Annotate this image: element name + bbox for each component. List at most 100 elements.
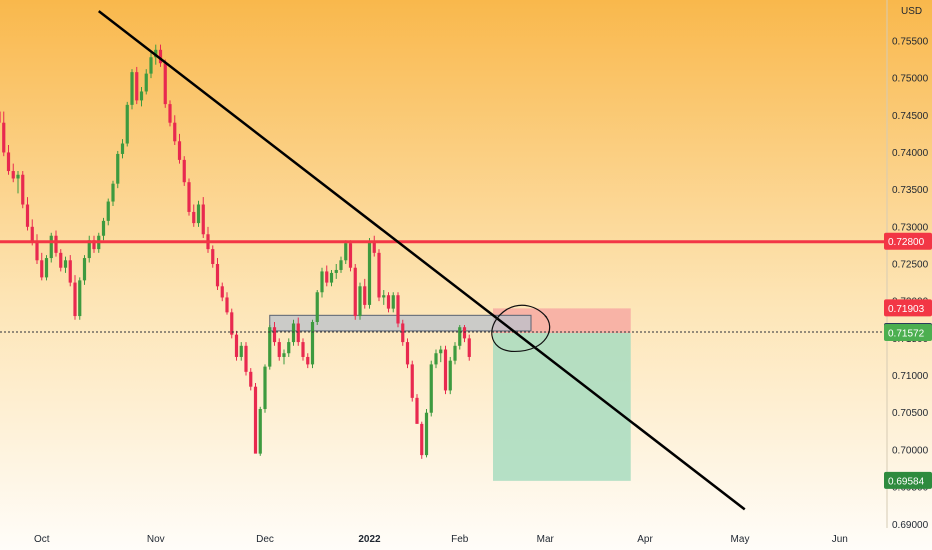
candle-body <box>434 353 438 365</box>
candle-body <box>106 201 110 221</box>
candle-body <box>391 295 395 309</box>
candle-body <box>301 342 305 357</box>
candle-down <box>462 324 467 343</box>
candle-body <box>429 364 433 413</box>
candle-body <box>263 366 267 410</box>
price-tick-label: 0.69000 <box>892 520 929 531</box>
candle-body <box>315 292 319 323</box>
candle-up <box>424 409 429 458</box>
stop-price-badge-label: 0.71903 <box>888 304 925 315</box>
candle-down <box>177 133 182 164</box>
candle-down <box>396 292 400 328</box>
candle-body <box>249 371 253 387</box>
currency-label: USD <box>901 6 922 17</box>
candle-body <box>215 264 220 287</box>
candle-body <box>78 280 82 317</box>
time-tick-label: Mar <box>537 534 555 545</box>
candle-down <box>187 178 191 216</box>
candle-down <box>325 265 329 287</box>
candle-body <box>201 204 205 235</box>
time-tick-label: May <box>731 534 750 545</box>
candle-up <box>315 290 319 325</box>
candle-body <box>63 260 68 268</box>
candle-body <box>139 91 144 101</box>
candle-down <box>21 171 25 209</box>
candle-down <box>201 197 205 238</box>
candle-body <box>40 260 44 278</box>
candle-up <box>448 356 452 395</box>
candle-down <box>386 292 391 313</box>
candle-body <box>358 286 362 317</box>
candle-down <box>163 59 167 108</box>
candle-down <box>25 197 30 231</box>
candle-body <box>130 72 134 105</box>
candle-up <box>287 338 291 357</box>
candle-down <box>420 421 424 459</box>
time-tick-label: Nov <box>147 534 165 545</box>
candle-down <box>234 330 239 361</box>
time-tick-label: Apr <box>637 534 653 545</box>
candle-down <box>40 252 44 281</box>
candle-body <box>458 327 462 346</box>
candle-down <box>135 66 139 105</box>
candle-up <box>149 52 153 79</box>
candle-body <box>244 345 248 372</box>
candle-up <box>458 324 462 350</box>
candle-body <box>54 235 58 253</box>
candle-down <box>54 230 58 257</box>
candle-body <box>258 409 262 454</box>
candle-body <box>462 327 467 339</box>
candle-down <box>301 338 305 361</box>
candle-body <box>25 204 30 227</box>
candle-up <box>116 150 120 189</box>
price-axis[interactable]: USD 0.75500 0.75000 0.74500 0.74000 0.73500 0.… <box>884 0 932 531</box>
candle-body <box>396 295 400 324</box>
candle-body <box>92 240 96 250</box>
candle-body <box>367 241 372 305</box>
candle-up <box>139 87 144 107</box>
candle-body <box>443 349 448 391</box>
candle-body <box>415 397 419 424</box>
candle-down <box>68 255 72 287</box>
candle-down <box>348 240 353 272</box>
candle-down <box>277 338 281 361</box>
candle-down <box>11 163 15 183</box>
candle-up <box>434 349 438 369</box>
time-axis[interactable]: Oct Nov Dec 2022 Feb Mar Apr May Jun <box>34 534 848 545</box>
candle-up <box>125 101 129 147</box>
entry-price-badge <box>884 324 932 342</box>
candles-layer <box>0 44 471 459</box>
candle-body <box>372 241 376 253</box>
time-tick-label: Jun <box>832 534 848 545</box>
candle-body <box>230 312 234 335</box>
candle-up <box>291 319 296 346</box>
take-profit-zone <box>493 333 631 481</box>
candle-down <box>377 249 381 302</box>
resistance-price-badge-label: 0.72800 <box>888 237 925 248</box>
candle-down <box>230 308 234 339</box>
candle-body <box>192 211 196 224</box>
candle-body <box>49 235 53 259</box>
price-tick-label: 0.71000 <box>892 371 929 382</box>
candle-body <box>144 73 148 92</box>
candle-body <box>158 49 163 64</box>
circle-annotation <box>491 304 551 353</box>
time-tick-label: Feb <box>451 534 469 545</box>
candle-body <box>439 349 443 354</box>
candle-up <box>120 139 125 159</box>
candle-down <box>173 115 177 146</box>
candle-up <box>391 292 395 313</box>
downtrend-line[interactable] <box>97 10 746 511</box>
candle-down <box>0 111 1 123</box>
candle-body <box>377 252 381 298</box>
candle-up <box>49 232 53 263</box>
candle-body <box>82 258 87 281</box>
price-tick-label: 0.74500 <box>892 111 929 122</box>
candle-body <box>287 342 291 354</box>
candle-body <box>225 297 229 313</box>
candle-body <box>30 226 34 242</box>
candle-body <box>168 104 172 123</box>
candle-body <box>296 323 300 343</box>
price-tick-label: 0.70500 <box>892 408 929 419</box>
